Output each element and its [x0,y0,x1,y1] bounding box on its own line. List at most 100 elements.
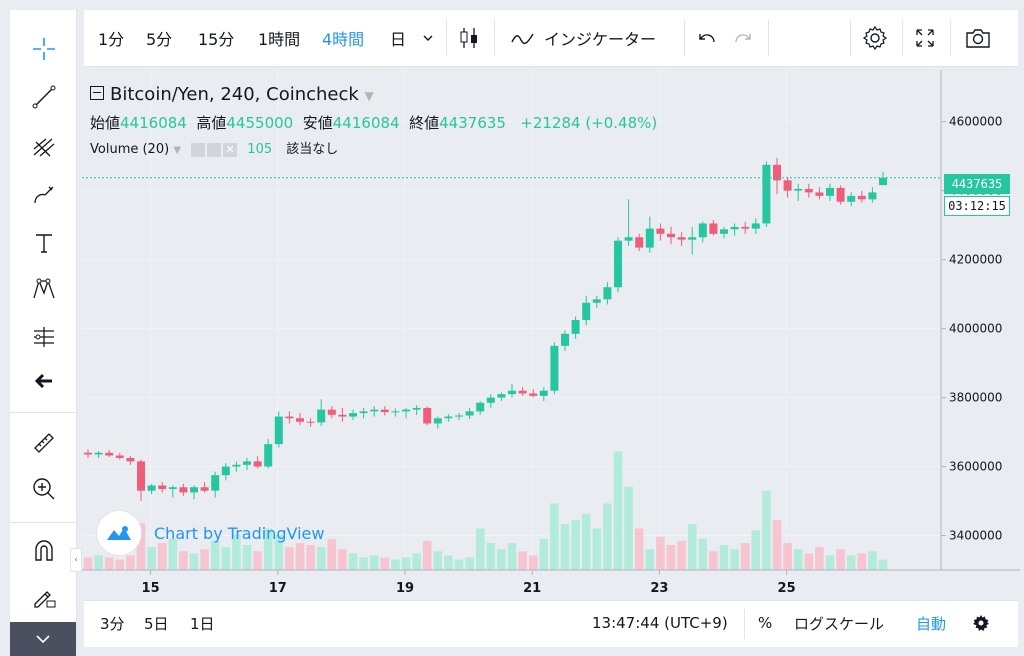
watermark-text: Chart by TradingView [154,523,325,543]
candle-body [518,390,527,394]
candle-body [635,237,644,248]
interval-4h[interactable]: 4時間 [322,30,365,49]
collapse-toolbar-icon[interactable] [10,622,76,656]
volume-bar [518,551,527,570]
volume-bar [285,547,294,570]
candle-body [465,411,474,416]
clock-timezone[interactable]: 13:47:44 (UTC+9) [592,614,728,632]
redo-icon[interactable] [732,10,754,66]
volume-bar [168,538,178,570]
fib-retracement-tool-icon[interactable] [27,130,61,164]
range-5d[interactable]: 5日 [144,614,169,633]
candle-body [667,233,675,238]
fullscreen-icon[interactable] [914,10,936,66]
candle-body [677,237,686,240]
candle-body [274,416,283,445]
settings-gear-icon[interactable] [207,142,222,157]
brush-tool-icon[interactable] [27,178,61,212]
settings-gear-icon[interactable] [862,10,888,66]
volume-label[interactable]: Volume (20) [90,142,170,157]
volume-bar [719,545,729,570]
trend-line-tool-icon[interactable] [27,80,61,114]
magnet-icon[interactable] [27,534,61,568]
chevron-down-icon[interactable]: ▼ [364,89,374,103]
volume-bar [221,547,231,570]
volume-bar [210,540,220,570]
zoom-in-icon[interactable] [27,472,61,506]
auto-scale-toggle[interactable]: 自動 [916,614,947,633]
last-price-tag: 4437635 [944,174,1010,194]
toolbar-divider [10,522,76,523]
volume-bar [115,559,125,570]
log-scale-toggle[interactable]: ログスケール [794,614,885,633]
text-tool-icon[interactable] [27,226,61,260]
high-label: 高値 [196,114,227,132]
volume-bar [369,555,379,570]
volume-bar [656,536,665,570]
toolbar-divider [446,20,447,56]
time-tick-label: 25 [778,581,796,596]
volume-bar [316,547,326,570]
lock-drawings-icon[interactable] [27,580,61,614]
crosshair-tool-icon[interactable] [27,32,61,66]
close-icon[interactable]: ✕ [223,142,238,157]
chart-settings-gear-icon[interactable] [972,601,990,645]
volume-bar [263,528,273,570]
interval-15m[interactable]: 15分 [198,30,235,49]
interval-5m[interactable]: 5分 [146,30,173,49]
bar-countdown: 03:12:15 [944,196,1010,216]
candle-body [200,487,209,491]
price-chart[interactable]: 4600000440000042000004000000380000036000… [82,70,1020,600]
interval-day[interactable]: 日 [390,30,407,49]
price-tick-label: 3800000 [949,391,1002,405]
candle-body [455,415,463,417]
range-1d[interactable]: 1日 [190,614,215,633]
range-3m[interactable]: 3分 [100,614,125,633]
volume-bar [581,513,591,570]
hide-toolbar-handle[interactable]: ‹ [70,548,82,572]
candle-body [709,223,718,234]
pattern-tool-icon[interactable] [27,272,61,306]
volume-bar [444,555,453,570]
candle-body [582,302,591,320]
indicators-button[interactable]: インジケーター [544,30,657,49]
volume-value: 105 [247,142,273,157]
volume-bar [401,557,411,570]
volume-bar [179,551,188,570]
measure-tool-icon[interactable] [27,320,61,354]
collapse-legend-icon[interactable] [90,86,104,100]
candle-body [645,228,654,248]
volume-bar [157,542,167,570]
price-tick-label: 4000000 [949,322,1002,336]
time-axis[interactable]: 15 17 19 21 23 25 [142,570,796,596]
chart-legend: Bitcoin/Yen, 240, Coincheck ▼ 始値4416084 … [90,84,657,157]
volume-bar [338,549,347,570]
tradingview-watermark[interactable]: Chart by TradingView [96,510,324,556]
camera-snapshot-icon[interactable] [964,10,992,66]
chevron-down-icon[interactable] [422,10,434,66]
interval-1h[interactable]: 1時間 [258,30,301,49]
volume-bar [147,547,156,570]
low-value: 4416084 [332,114,400,132]
candle-body [720,229,728,234]
volume-bar [359,557,368,570]
candle-body [391,411,400,413]
chevron-down-icon[interactable]: ▼ [173,145,182,156]
candle-body [688,237,697,240]
volume-bar [83,557,93,570]
chart-type-candles-icon[interactable] [458,10,480,66]
chart-grid [82,70,941,570]
volume-legend: Volume (20) ▼ ✕ 105 該当なし [90,138,338,157]
interval-1m[interactable]: 1分 [98,30,125,49]
volume-bar [136,523,146,570]
symbol-title[interactable]: Bitcoin/Yen, 240, Coincheck ▼ [90,84,374,105]
volume-bar [698,538,708,570]
candle-body [762,164,771,224]
ruler-icon[interactable] [27,426,61,460]
volume-bar [454,559,464,570]
percent-scale-toggle[interactable]: % [758,614,773,632]
back-arrow-icon[interactable] [27,364,61,398]
visibility-eye-icon[interactable] [191,142,206,157]
undo-icon[interactable] [696,10,718,66]
indicators-icon[interactable] [510,10,536,66]
